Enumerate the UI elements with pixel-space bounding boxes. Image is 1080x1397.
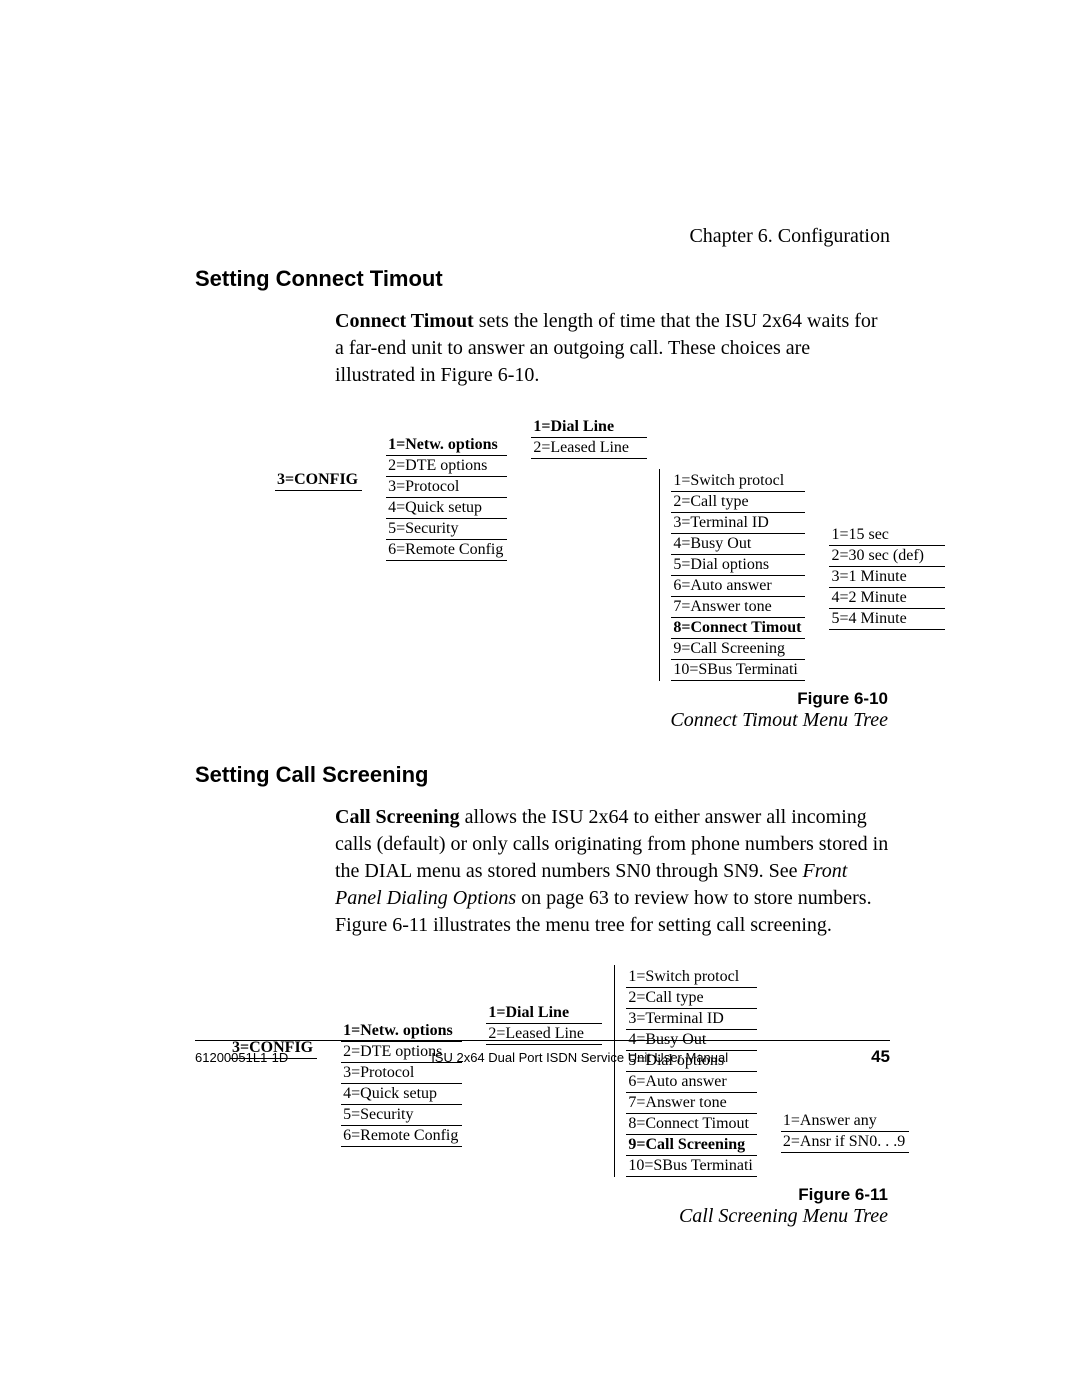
chapter-header: Chapter 6. Configuration: [195, 225, 890, 248]
figure-label: Figure 6-11: [195, 1185, 888, 1205]
menu-item: 9=Call Screening: [671, 639, 805, 660]
menu-item: 10=SBus Terminati: [626, 1156, 757, 1177]
menu-item: 6=Auto answer: [626, 1072, 757, 1093]
doc-number: 61200051L1-1D: [195, 1050, 288, 1065]
doc-title: ISU 2x64 Dual Port ISDN Service Unit Use…: [431, 1050, 728, 1065]
menu-item: 1=Answer any: [781, 1111, 909, 1132]
section2-paragraph: Call Screening allows the ISU 2x64 to ei…: [335, 804, 890, 939]
menu-item: 4=Quick setup: [386, 498, 507, 519]
menu-item: 9=Call Screening: [626, 1135, 757, 1156]
menu-item: 1=Dial Line: [486, 1003, 602, 1024]
menu-item: 3=Terminal ID: [626, 1009, 757, 1030]
menu-item: 1=Dial Line: [531, 417, 647, 438]
page-number: 45: [871, 1047, 890, 1067]
menu-root: 3=CONFIG: [275, 471, 362, 491]
figure-6-11: 3=CONFIG1=Netw. options2=DTE options3=Pr…: [195, 967, 890, 1228]
section2-heading: Setting Call Screening: [195, 762, 890, 788]
menu-item: 10=SBus Terminati: [671, 660, 805, 681]
menu-item: 3=Terminal ID: [671, 513, 805, 534]
page-footer: 61200051L1-1D ISU 2x64 Dual Port ISDN Se…: [195, 1040, 890, 1067]
menu-item: 5=Security: [341, 1105, 462, 1126]
menu-item: 8=Connect Timout: [626, 1114, 757, 1135]
menu-item: 2=Call type: [626, 988, 757, 1009]
menu-item: 1=15 sec: [829, 525, 945, 546]
menu-item: 2=DTE options: [386, 456, 507, 477]
section1-heading: Setting Connect Timout: [195, 266, 890, 292]
figure-title: Connect Timout Menu Tree: [195, 709, 888, 732]
figure-6-10: 3=CONFIG 1=Netw. options2=DTE options3=Pr…: [195, 417, 890, 732]
text-run: Call Screening: [335, 806, 460, 828]
menu-item: 2=Call type: [671, 492, 805, 513]
menu-item: 1=Switch protocl: [626, 967, 757, 988]
menu-item: 4=2 Minute: [829, 588, 945, 609]
menu-item: 1=Netw. options: [386, 435, 507, 456]
menu-item: 6=Remote Config: [386, 540, 507, 561]
menu-item: 2=30 sec (def): [829, 546, 945, 567]
menu-item: 2=Leased Line: [531, 438, 647, 459]
menu-item: 1=Netw. options: [341, 1021, 462, 1042]
menu-item: 3=1 Minute: [829, 567, 945, 588]
menu-item: 8=Connect Timout: [671, 618, 805, 639]
menu-item: 6=Auto answer: [671, 576, 805, 597]
menu-item: 6=Remote Config: [341, 1126, 462, 1147]
text-run: Connect Timout: [335, 310, 474, 332]
menu-item: 3=Protocol: [386, 477, 507, 498]
menu-item: 5=4 Minute: [829, 609, 945, 630]
menu-item: 4=Busy Out: [671, 534, 805, 555]
menu-item: 1=Switch protocl: [671, 471, 805, 492]
menu-item: 2=Ansr if SN0. . .9: [781, 1132, 909, 1153]
figure-label: Figure 6-10: [195, 689, 888, 709]
section1-paragraph: Connect Timout sets the length of time t…: [335, 308, 890, 389]
menu-item: 7=Answer tone: [671, 597, 805, 618]
menu-item: 7=Answer tone: [626, 1093, 757, 1114]
figure-title: Call Screening Menu Tree: [195, 1205, 888, 1228]
menu-item: 5=Security: [386, 519, 507, 540]
menu-item: 5=Dial options: [671, 555, 805, 576]
menu-item: 4=Quick setup: [341, 1084, 462, 1105]
